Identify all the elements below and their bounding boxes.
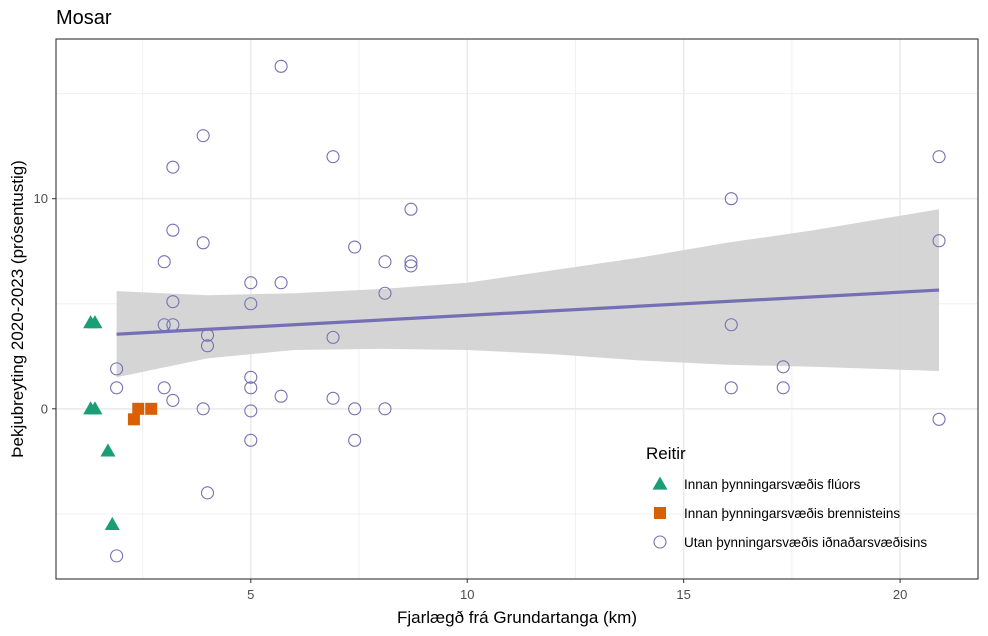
x-tick-label: 20 — [893, 587, 907, 602]
data-point-series-3 — [932, 412, 946, 426]
legend-label-series-1: Innan þynningarsvæðis flúors — [684, 477, 861, 492]
data-point-series-3 — [326, 330, 340, 344]
data-point-series-1 — [104, 516, 120, 530]
plot-panel-border — [55, 38, 979, 580]
data-point-series-3 — [326, 150, 340, 164]
data-point-series-2 — [132, 402, 145, 415]
data-point-series-3 — [932, 150, 946, 164]
data-point-series-3 — [244, 433, 258, 447]
data-point-series-3 — [404, 255, 418, 269]
data-point-series-3 — [196, 236, 210, 250]
data-point-series-3 — [157, 381, 171, 395]
data-point-series-3 — [110, 381, 124, 395]
trend-line — [116, 288, 940, 336]
confidence-band-layer — [116, 209, 940, 378]
data-point-series-3 — [166, 295, 180, 309]
data-point-series-3 — [200, 328, 215, 342]
data-point-series-3 — [157, 255, 171, 269]
x-tick-label: 10 — [460, 587, 474, 602]
legend-title: Reitir — [646, 444, 686, 463]
data-point-series-1 — [100, 443, 116, 457]
data-point-series-3 — [724, 318, 738, 332]
data-point-series-3 — [348, 433, 362, 447]
data-point-series-3 — [196, 402, 210, 416]
data-point-series-3 — [724, 192, 738, 206]
data-point-series-3 — [274, 389, 288, 403]
data-point-series-1 — [87, 315, 103, 329]
data-point-series-3 — [196, 129, 210, 143]
legend-items: Innan þynningarsvæðis flúors Innan þynnin… — [652, 476, 927, 550]
data-point-series-3 — [157, 318, 171, 332]
data-point-series-3 — [244, 370, 258, 384]
y-tick-label: 0 — [41, 401, 48, 416]
y-axis-ticks: 0 10 — [34, 191, 56, 416]
data-point-series-3 — [166, 223, 180, 237]
data-point-series-2 — [145, 402, 158, 415]
data-point-series-3 — [244, 297, 258, 311]
legend-key-series-2 — [654, 507, 666, 519]
chart-title: Mosar — [56, 7, 112, 29]
data-point-series-3 — [200, 339, 215, 353]
data-point-series-3 — [776, 360, 790, 374]
data-point-series-3 — [404, 259, 418, 273]
legend-label-series-2: Innan þynningarsvæðis brennisteins — [684, 506, 900, 521]
x-axis-ticks: 5 10 15 20 — [247, 579, 907, 602]
data-point-series-3 — [166, 318, 180, 332]
data-point-series-3 — [776, 381, 790, 395]
x-tick-label: 5 — [247, 587, 254, 602]
data-point-series-3 — [166, 393, 180, 407]
data-point-series-3 — [244, 404, 258, 418]
trend-line-layer — [116, 288, 940, 336]
data-point-series-3 — [326, 391, 340, 405]
data-point-series-3 — [378, 286, 392, 300]
data-point-series-3 — [110, 549, 124, 563]
data-point-series-3 — [244, 381, 258, 395]
legend-key-series-1 — [652, 476, 668, 490]
data-point-series-3 — [378, 255, 392, 269]
data-point-series-3 — [274, 276, 288, 290]
data-point-series-3 — [404, 202, 418, 216]
data-point-series-3 — [724, 381, 738, 395]
data-point-series-3 — [110, 362, 124, 376]
data-point-series-1 — [87, 401, 103, 415]
data-point-series-3 — [348, 240, 362, 254]
legend: Reitir Innan þynningarsvæðis flúorsInnan… — [646, 444, 927, 550]
data-point-series-3 — [200, 486, 215, 500]
data-point-series-3 — [378, 402, 392, 416]
y-tick-label: 10 — [34, 191, 48, 206]
legend-key-series-3 — [653, 535, 667, 549]
x-tick-label: 15 — [676, 587, 690, 602]
data-points — [83, 59, 946, 563]
confidence-band — [116, 209, 940, 378]
data-point-series-3 — [932, 234, 946, 248]
data-point-series-2 — [127, 413, 140, 426]
legend-label-series-3: Utan þynningarsvæðis iðnaðarsvæðisins — [684, 535, 927, 550]
y-axis-title: Þekjubreyting 2020-2023 (prósentustig) — [8, 160, 27, 458]
data-point-series-3 — [244, 276, 258, 290]
data-point-series-3 — [348, 402, 362, 416]
data-point-series-3 — [166, 160, 180, 174]
data-point-series-3 — [274, 59, 288, 73]
x-axis-title: Fjarlægð frá Grundartanga (km) — [397, 608, 637, 627]
